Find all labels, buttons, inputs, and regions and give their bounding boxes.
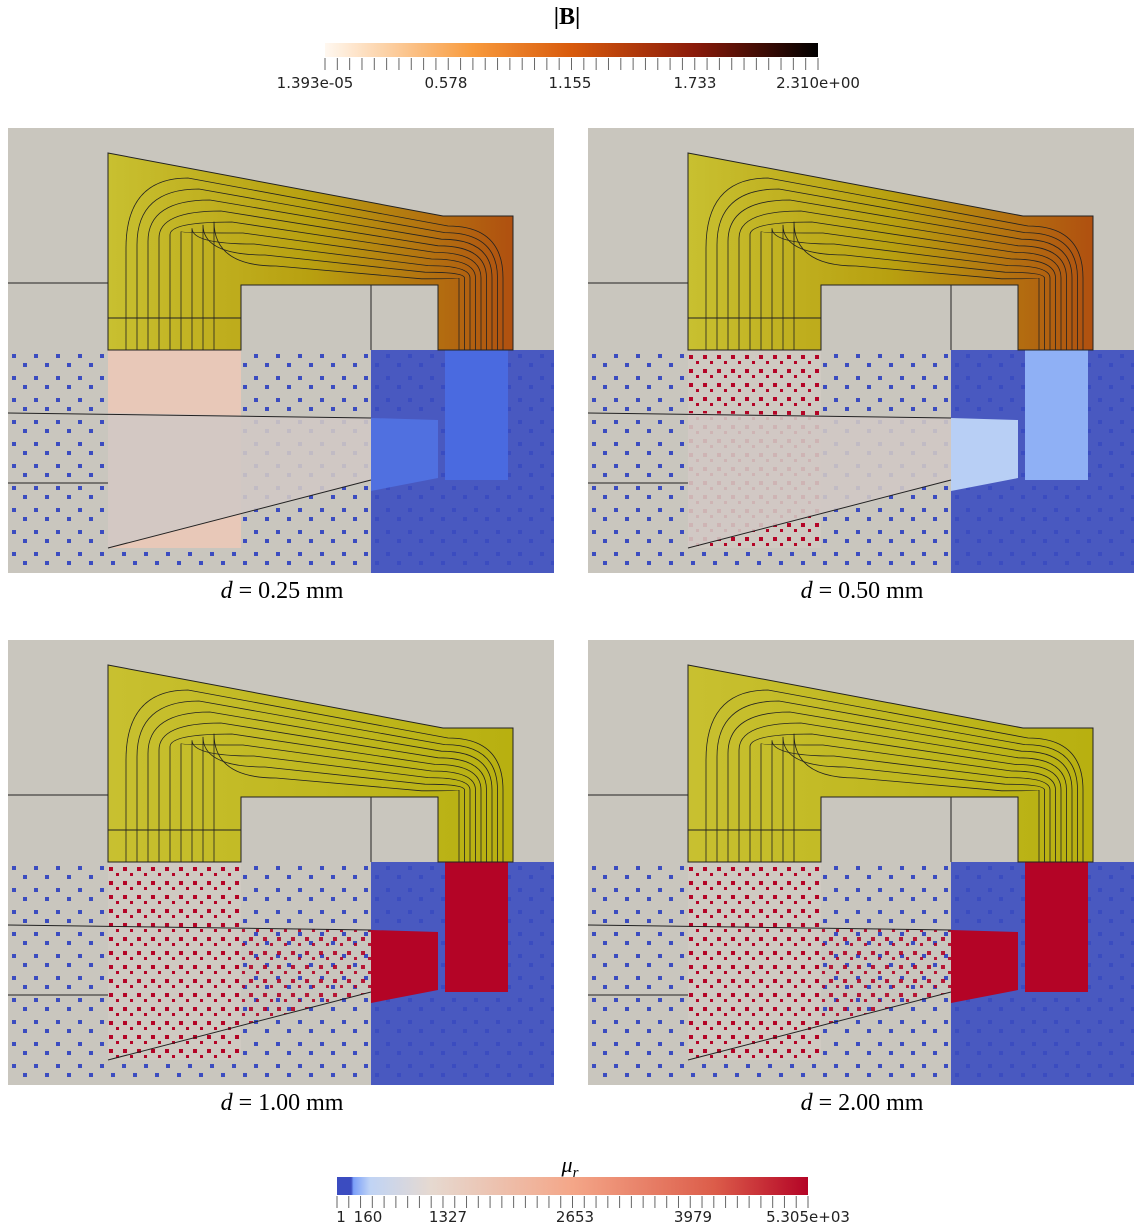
tick-label: 5.305e+03	[766, 1208, 850, 1226]
tick-label: 1	[336, 1208, 346, 1226]
colorbar-title: |B|	[554, 4, 581, 30]
blue-dots	[371, 478, 554, 573]
panel-caption: d= 1.00 mm	[221, 1090, 344, 1116]
panel	[588, 128, 1134, 573]
panel	[588, 640, 1134, 1085]
tick-label: 1327	[429, 1208, 467, 1226]
inner-block	[445, 350, 508, 480]
panel	[8, 128, 554, 573]
caption-text: = 1.00 mm	[239, 1090, 344, 1116]
caption-variable: d	[221, 578, 234, 604]
symbol: μ	[561, 1152, 573, 1177]
panel-caption: d= 0.50 mm	[801, 578, 924, 604]
tick-label: 160	[354, 1208, 383, 1226]
blue-dots	[371, 990, 554, 1085]
tick-label: 3979	[674, 1208, 712, 1226]
tick-label: 0.578	[425, 74, 468, 92]
blue-dots	[951, 990, 1134, 1085]
panel-caption: d= 0.25 mm	[221, 578, 344, 604]
tick-label: 2.310e+00	[776, 74, 860, 92]
tick-label: 2653	[556, 1208, 594, 1226]
inner-block	[445, 862, 508, 992]
caption-variable: d	[221, 1090, 234, 1116]
inner-block	[1025, 350, 1088, 480]
colorbar	[337, 1177, 808, 1195]
colorbar-title: μr	[561, 1152, 579, 1181]
tick-label: 1.155	[549, 74, 592, 92]
blue-dots	[951, 478, 1134, 573]
caption-variable: d	[801, 578, 814, 604]
figure: |B| 1.393e-050.5781.1551.7332.310e+00 d=…	[0, 0, 1134, 1227]
colorbar	[325, 43, 818, 57]
panel-caption: d= 2.00 mm	[801, 1090, 924, 1116]
caption-text: = 2.00 mm	[819, 1090, 924, 1116]
tick-label: 1.733	[674, 74, 717, 92]
caption-text: = 0.50 mm	[819, 578, 924, 604]
panel	[8, 640, 554, 1085]
caption-variable: d	[801, 1090, 814, 1116]
caption-text: = 0.25 mm	[239, 578, 344, 604]
tick-label: 1.393e-05	[277, 74, 354, 92]
inner-block	[1025, 862, 1088, 992]
